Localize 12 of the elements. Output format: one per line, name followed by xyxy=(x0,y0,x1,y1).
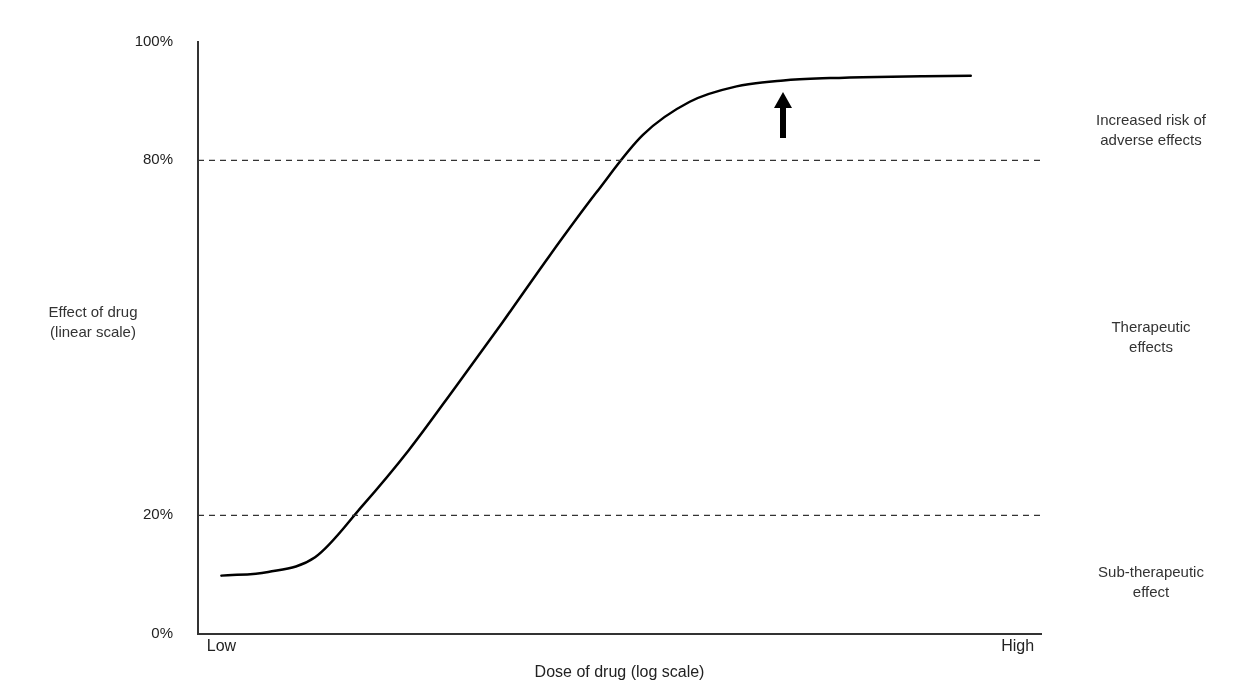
x-tick-label: Low xyxy=(206,636,237,654)
text: Therapeutic effects xyxy=(1111,317,1192,355)
y-tick-label: 100% xyxy=(134,32,173,50)
x-tick-label: High xyxy=(1001,636,1035,654)
y-tick-label: 80% xyxy=(142,150,173,168)
y-axis-title: Effect of drug (linear scale) xyxy=(48,302,138,340)
text: Increased risk of adverse effects xyxy=(1095,110,1207,148)
text: Sub-therapeutic effect xyxy=(1098,563,1205,601)
line-series xyxy=(220,74,972,577)
x-axis-title: Dose of drug (log scale) xyxy=(534,662,705,680)
y-tick-label: 20% xyxy=(142,505,173,523)
y-tick-label: 0% xyxy=(151,623,173,641)
